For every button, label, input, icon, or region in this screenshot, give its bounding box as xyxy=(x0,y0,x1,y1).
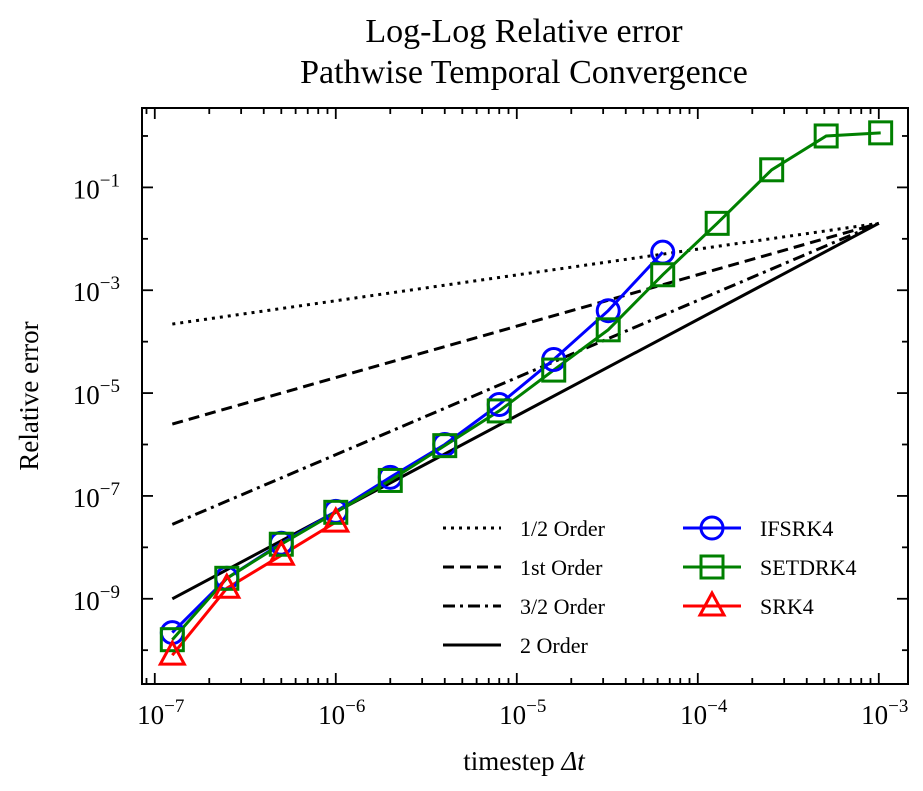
y-tick-label-4-base: 10 xyxy=(73,277,100,307)
data-point-setdrk4-6 xyxy=(432,433,458,459)
x-tick-label-2-base: 10 xyxy=(318,700,345,730)
legend: 1/2 Order 1st Order 3/2 Order 2 Order IFSRK4… xyxy=(443,515,857,658)
data-point-ifsrk4-9 xyxy=(595,298,621,324)
y-tick-label-3-base: 10 xyxy=(73,380,100,410)
x-tick-label-1-exponent: −7 xyxy=(164,696,184,717)
y-tick-label-5-exponent: −1 xyxy=(100,170,120,191)
data-point-setdrk4-2 xyxy=(214,565,240,591)
legend-marker-setdrk4 xyxy=(699,554,725,580)
x-tick-label-1: 10−7 xyxy=(137,696,184,730)
reference-line-2 xyxy=(171,221,880,426)
legend-label-ref-3: 3/2 Order xyxy=(520,594,606,619)
data-point-setdrk4-1 xyxy=(159,627,185,653)
x-tick-label-5: 10−3 xyxy=(861,696,908,730)
y-tick-label-2-base: 10 xyxy=(73,483,100,513)
data-point-srk4-3 xyxy=(266,539,296,566)
y-tick-label-5: 10−1 xyxy=(73,170,120,204)
data-point-srk4-2 xyxy=(212,572,242,599)
y-tick-label-3-exponent: −5 xyxy=(100,376,120,397)
legend-label-srk4: SRK4 xyxy=(760,594,814,619)
reference-line-4 xyxy=(171,222,880,601)
data-point-setdrk4-12 xyxy=(759,157,785,183)
data-point-ifsrk4-10 xyxy=(650,239,676,265)
data-point-setdrk4-5 xyxy=(377,467,403,493)
x-tick-label-3: 10−5 xyxy=(499,696,546,730)
x-tick-label-3-base: 10 xyxy=(499,700,526,730)
x-tick-label-4: 10−4 xyxy=(680,696,728,730)
data-point-srk4-1 xyxy=(157,639,187,666)
data-point-setdrk4-10 xyxy=(650,262,676,288)
x-axis-label-symbol: Δt xyxy=(560,746,586,776)
x-tick-label-2-exponent: −6 xyxy=(345,696,365,717)
legend-label-ref-1: 1/2 Order xyxy=(520,516,606,541)
y-axis-label: Relative error xyxy=(14,321,44,470)
series-line-srk4 xyxy=(171,520,337,657)
legend-label-ifsrk4: IFSRK4 xyxy=(760,516,833,541)
y-tick-label-2: 10−7 xyxy=(73,479,120,513)
chart-title-line-1: Log-Log Relative error xyxy=(365,13,683,50)
data-point-setdrk4-7 xyxy=(486,398,512,424)
y-tick-label-4-exponent: −3 xyxy=(100,273,120,294)
y-tick-label-1-base: 10 xyxy=(73,586,100,616)
reference-line-3 xyxy=(171,221,880,526)
series-markers xyxy=(157,120,894,666)
x-tick-label-4-base: 10 xyxy=(680,700,707,730)
x-tick-label-4-exponent: −4 xyxy=(707,696,728,717)
axis-ticks xyxy=(142,108,908,684)
data-point-setdrk4-3 xyxy=(268,531,294,557)
reference-lines xyxy=(171,221,880,601)
reference-line-1 xyxy=(172,221,880,326)
y-tick-label-3: 10−5 xyxy=(73,376,120,410)
legend-label-ref-4: 2 Order xyxy=(520,633,588,658)
data-point-setdrk4-14 xyxy=(868,120,894,146)
x-tick-label-1-base: 10 xyxy=(137,700,164,730)
plot-frame xyxy=(141,107,909,685)
y-tick-label-1-exponent: −9 xyxy=(100,582,120,603)
x-axis-label: timestep Δt xyxy=(463,746,586,776)
y-tick-label-5-base: 10 xyxy=(73,174,100,204)
x-tick-label-5-base: 10 xyxy=(861,700,888,730)
y-tick-label-2-exponent: −7 xyxy=(100,479,120,500)
axis-tick-labels: 10−7 10−6 10−5 10−4 10−310−910−710−510−310−1 xyxy=(73,170,909,730)
data-point-srk4-4 xyxy=(321,505,351,533)
legend-label-setdrk4: SETDRK4 xyxy=(760,555,857,580)
data-point-setdrk4-11 xyxy=(704,210,730,236)
legend-label-ref-2: 1st Order xyxy=(520,555,603,580)
data-point-setdrk4-9 xyxy=(595,317,621,343)
y-tick-label-4: 10−3 xyxy=(73,273,120,307)
data-point-setdrk4-4 xyxy=(323,499,349,525)
data-point-setdrk4-13 xyxy=(813,123,839,149)
data-point-setdrk4-8 xyxy=(541,357,567,383)
chart-title-line-2: Pathwise Temporal Convergence xyxy=(300,54,748,91)
x-tick-label-2: 10−6 xyxy=(318,696,365,730)
y-tick-label-1: 10−9 xyxy=(73,582,120,616)
x-tick-label-3-exponent: −5 xyxy=(526,696,546,717)
legend-marker-ifsrk4 xyxy=(699,515,725,541)
legend-marker-srk4 xyxy=(697,589,727,617)
x-tick-label-5-exponent: −3 xyxy=(888,696,908,717)
x-axis-label-text: timestep xyxy=(463,746,554,776)
